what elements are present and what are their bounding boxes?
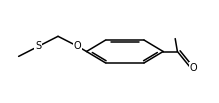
Text: O: O	[190, 63, 197, 73]
Text: S: S	[35, 41, 41, 51]
Text: O: O	[74, 41, 81, 51]
